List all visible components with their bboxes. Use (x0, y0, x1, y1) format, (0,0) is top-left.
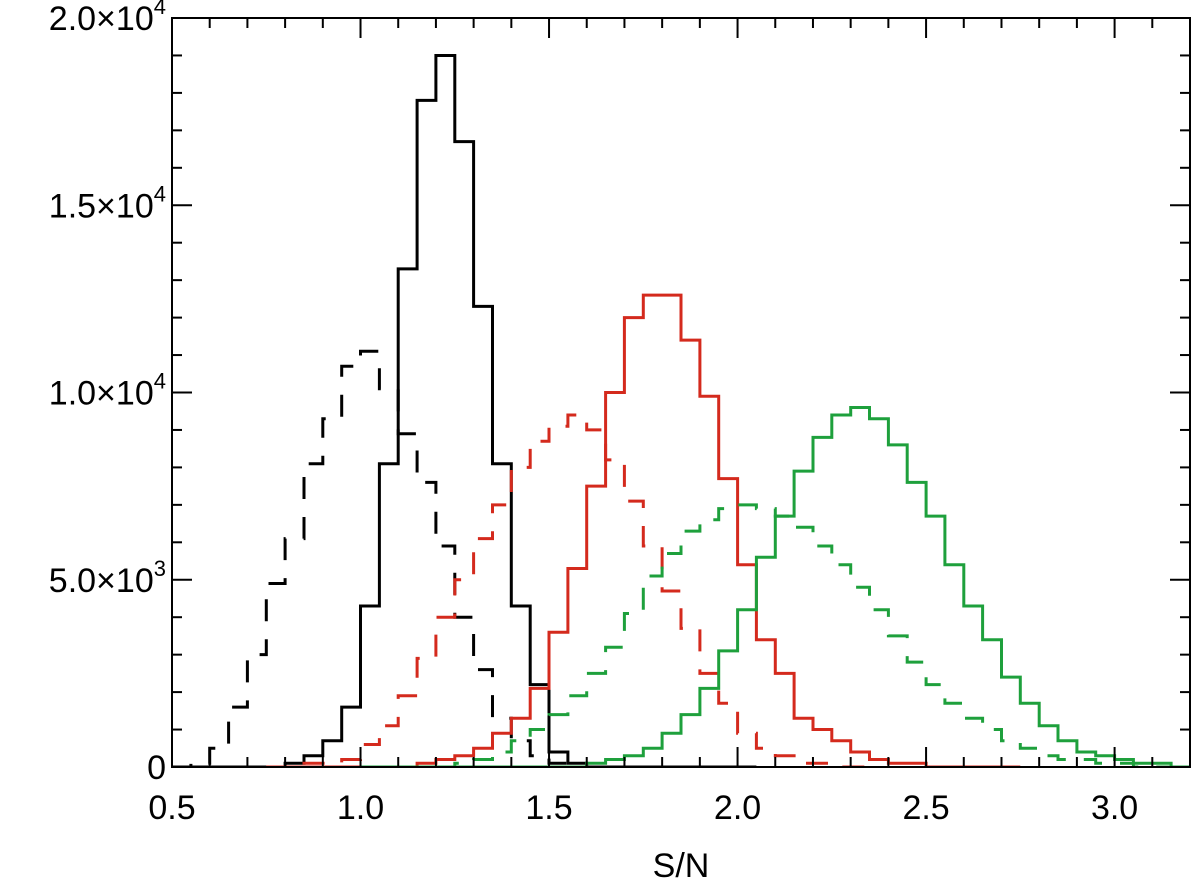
x-tick-label: 2.5 (902, 789, 949, 827)
x-tick-label: 2.0 (714, 789, 761, 827)
plot-frame (171, 17, 1191, 768)
series-4-solid-line (360, 406, 1190, 767)
series-0-solid-line (172, 54, 757, 767)
y-tick-label: 5.0×103 (49, 556, 166, 600)
y-tick-label: 1.0×104 (49, 369, 166, 413)
y-tick-label: 1.5×104 (49, 181, 166, 225)
x-tick-label: 1.5 (525, 789, 572, 827)
series-3-dashed-line (266, 413, 870, 767)
series-5-dashed-line (360, 503, 1190, 767)
x-tick-label: 0.5 (148, 789, 195, 827)
x-tick-label: 1.0 (337, 789, 384, 827)
series-layer (172, 54, 1190, 767)
y-tick-label: 0 (147, 749, 166, 787)
y-tick-label: 2.0×104 (49, 0, 166, 38)
x-tick-label: 3.0 (1091, 789, 1138, 827)
tick-layer: 0.5 1.0 1.5 2.0 2.5 3.0 0 5.0×103 1.0×104 1.5×104… (49, 0, 1191, 827)
x-axis-label: S/N (653, 847, 710, 885)
